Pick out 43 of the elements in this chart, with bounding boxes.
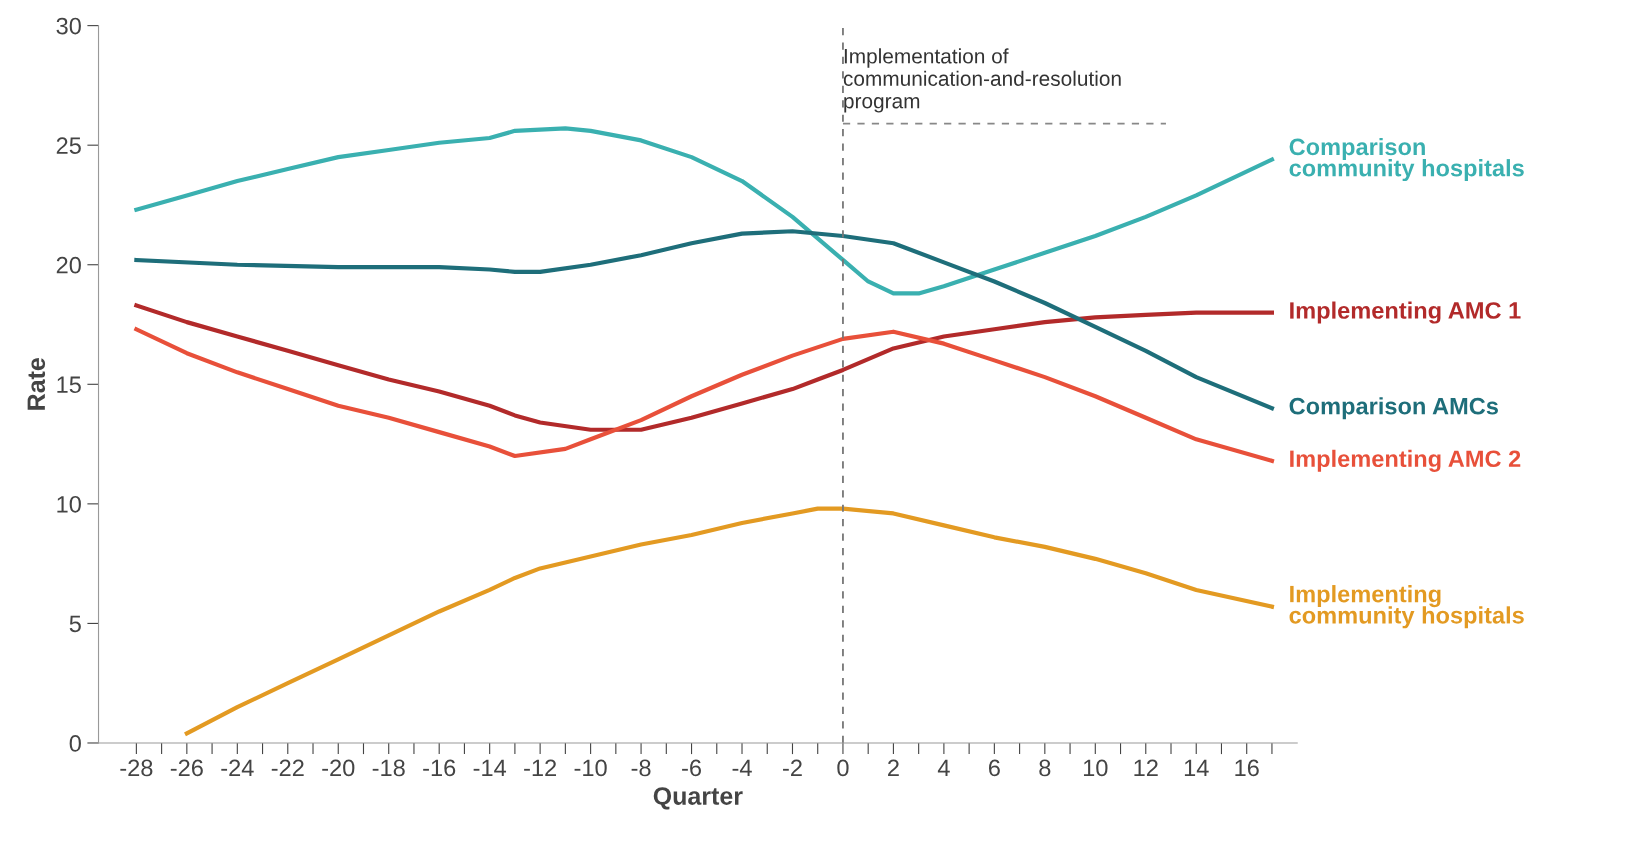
y-tick-label: 20 [56, 256, 81, 274]
x-tick-label: -22 [271, 759, 304, 777]
x-tick-label: 8 [1039, 759, 1051, 777]
y-tick-label: 25 [56, 137, 81, 154]
line-series [134, 126, 1275, 296]
x-tick-label: -8 [631, 759, 651, 777]
annotation: Implementation of communication-and-resolution program [843, 48, 1121, 113]
y-tick-label: 15 [57, 376, 81, 394]
x-axis-title: Quarter [653, 787, 743, 810]
series-label: Implementing community hospitals [1289, 585, 1524, 629]
x-tick-label: 0 [837, 759, 849, 777]
x-tick-label: -14 [473, 759, 507, 777]
x-tick-label: 16 [1235, 759, 1259, 777]
x-tick-label: -16 [423, 759, 456, 777]
x-tick-label: -4 [732, 759, 752, 777]
series-label: Comparison AMCs [1289, 397, 1498, 420]
series-label: Comparison community hospitals [1289, 137, 1524, 182]
y-axis-title: Rate [27, 358, 46, 410]
x-tick-label: 2 [888, 759, 899, 777]
line-series [134, 229, 1275, 411]
x-tick-label: -26 [170, 759, 203, 777]
x-tick-label: -12 [524, 759, 557, 777]
x-tick-label: 12 [1134, 759, 1158, 777]
x-tick-label: -20 [322, 759, 355, 777]
line-series [184, 506, 1275, 736]
x-tick-label: -24 [221, 759, 254, 777]
series-label: Implementing AMC 2 [1290, 449, 1521, 472]
x-tick-label: 6 [988, 759, 1000, 777]
y-tick-label: 30 [56, 17, 81, 35]
series-label: Implementing AMC 1 [1290, 301, 1521, 324]
y-tick-label: 0 [69, 735, 81, 752]
x-tick-label: 4 [937, 759, 950, 777]
x-tick-label: 14 [1184, 759, 1209, 777]
line-series [134, 327, 1275, 463]
y-tick-label: 10 [57, 495, 81, 513]
y-tick-label: 5 [69, 615, 81, 633]
x-tick-label: -10 [574, 759, 607, 777]
x-tick-label: -2 [783, 759, 802, 777]
x-tick-label: 10 [1083, 759, 1108, 777]
line-series [134, 303, 1275, 432]
x-tick-label: -28 [120, 759, 153, 777]
x-tick-label: -6 [682, 759, 701, 777]
x-tick-label: -18 [372, 759, 405, 777]
